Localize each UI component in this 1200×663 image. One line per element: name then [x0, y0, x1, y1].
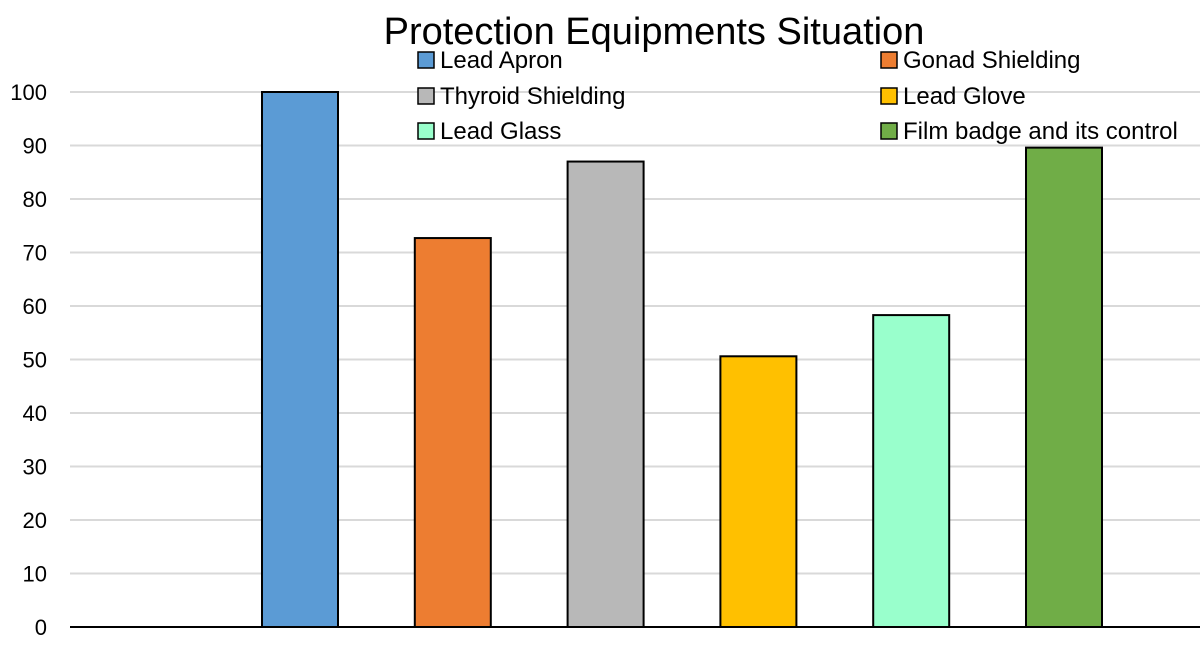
y-axis-ticks: 0 10 20 30 40 50 60 70 80 90 100 [10, 80, 47, 640]
bar-2 [413, 237, 492, 628]
y-tick-label: 90 [23, 134, 47, 159]
bar-3 [566, 160, 645, 629]
legend-label: Thyroid Shielding [440, 83, 625, 110]
legend-swatch [417, 87, 435, 105]
legend-label: Film badge and its control [903, 118, 1178, 145]
legend-label: Lead Apron [440, 47, 563, 74]
legend-swatch [417, 122, 435, 140]
legend-swatch [880, 87, 898, 105]
bar-1 [261, 91, 339, 628]
bar-5 [872, 314, 951, 628]
legend: Lead Apron Gonad Shielding Thyroid Shieldi… [417, 47, 1178, 145]
bar-4 [719, 355, 798, 628]
y-tick-label: 40 [23, 401, 47, 426]
y-tick-label: 30 [23, 455, 47, 480]
y-tick-label: 50 [23, 348, 47, 373]
y-tick-label: 80 [23, 187, 47, 212]
y-tick-label: 10 [23, 562, 47, 587]
y-tick-label: 20 [23, 508, 47, 533]
legend-label: Gonad Shielding [903, 47, 1080, 74]
legend-swatch [417, 51, 435, 69]
chart-title: Protection Equipments Situation [384, 11, 925, 53]
bars [261, 91, 1103, 629]
y-tick-label: 60 [23, 294, 47, 319]
legend-swatch [880, 51, 898, 69]
y-tick-label: 100 [10, 80, 47, 105]
y-tick-label: 0 [35, 615, 47, 640]
legend-label: Lead Glove [903, 83, 1026, 110]
legend-label: Lead Glass [440, 118, 561, 145]
legend-swatch [880, 122, 898, 140]
bar-6 [1025, 146, 1103, 628]
y-tick-label: 70 [23, 241, 47, 266]
